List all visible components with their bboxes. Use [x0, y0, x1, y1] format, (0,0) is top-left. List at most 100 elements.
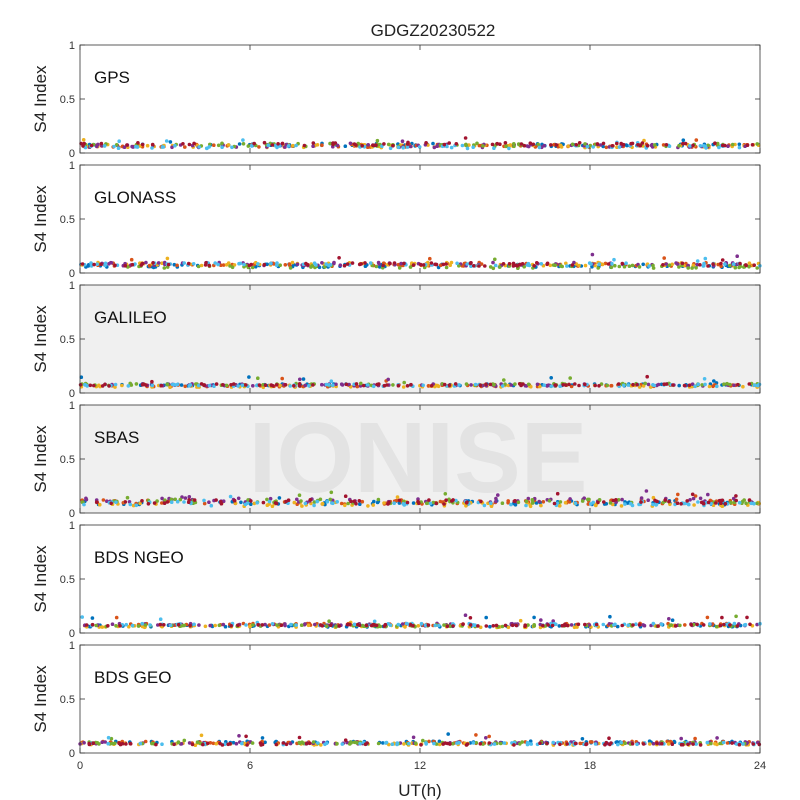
data-point: [568, 497, 572, 501]
data-point: [602, 500, 606, 504]
data-point: [182, 261, 186, 265]
data-point: [734, 498, 738, 503]
data-point: [271, 384, 275, 388]
data-point: [756, 383, 760, 388]
data-point: [747, 382, 752, 386]
data-point: [677, 383, 681, 388]
data-point: [502, 378, 506, 382]
data-point: [586, 497, 590, 502]
data-point: [91, 741, 96, 745]
data-point: [532, 623, 536, 627]
data-point: [365, 383, 370, 387]
data-point: [501, 262, 506, 266]
data-point: [518, 618, 523, 623]
data-point: [100, 740, 104, 744]
data-point: [612, 623, 616, 627]
data-point: [84, 497, 89, 502]
data-point: [567, 500, 572, 504]
data-point: [525, 144, 529, 148]
data-point: [712, 379, 716, 383]
data-point: [278, 263, 283, 268]
data-point: [583, 622, 587, 627]
data-point: [565, 264, 569, 268]
data-point: [388, 623, 393, 627]
data-point: [263, 740, 267, 745]
data-point: [594, 622, 599, 627]
data-point: [438, 263, 443, 268]
data-point: [629, 141, 633, 146]
data-point: [401, 385, 406, 389]
data-point: [416, 499, 420, 504]
data-point: [651, 741, 656, 746]
data-point: [648, 385, 653, 389]
data-point: [653, 498, 657, 503]
panel-background: [80, 285, 760, 393]
data-point: [154, 742, 158, 747]
data-point: [94, 623, 98, 628]
data-point: [382, 142, 386, 146]
data-point: [304, 261, 308, 266]
data-point: [275, 261, 279, 265]
data-point: [158, 617, 163, 621]
data-point: [270, 143, 275, 147]
data-point: [257, 383, 262, 387]
data-point: [388, 146, 393, 151]
data-point: [583, 382, 587, 387]
data-point: [498, 265, 502, 269]
data-point: [523, 624, 527, 628]
data-point: [626, 623, 631, 627]
data-point: [447, 497, 451, 502]
data-point: [288, 266, 293, 270]
data-point: [320, 261, 324, 265]
data-point: [84, 623, 89, 627]
data-point: [405, 384, 410, 388]
data-point: [410, 141, 414, 146]
data-point: [469, 264, 473, 269]
data-point: [136, 624, 141, 628]
data-point: [616, 742, 620, 747]
data-point: [249, 502, 253, 507]
data-point: [686, 263, 690, 268]
data-point: [569, 623, 574, 627]
data-point: [745, 615, 749, 620]
data-point: [651, 495, 656, 500]
data-point: [267, 499, 272, 504]
data-point: [360, 143, 365, 148]
data-point: [178, 497, 183, 502]
data-point: [214, 382, 219, 386]
data-point: [160, 496, 164, 501]
y-tick-label: 0.5: [60, 694, 75, 706]
data-point: [468, 261, 473, 266]
data-point: [159, 383, 163, 388]
data-point: [564, 261, 568, 266]
data-point: [150, 383, 155, 388]
data-point: [548, 263, 553, 268]
data-point: [221, 499, 226, 504]
data-point: [691, 143, 695, 148]
data-point: [595, 142, 600, 146]
data-point: [274, 383, 279, 387]
data-point: [702, 377, 707, 381]
data-point: [482, 503, 487, 508]
data-point: [487, 734, 492, 739]
data-point: [169, 497, 174, 502]
data-point: [740, 499, 745, 504]
data-point: [700, 383, 704, 387]
data-point: [183, 384, 187, 389]
y-tick-label: 1: [69, 640, 75, 652]
data-point: [479, 262, 484, 266]
data-point: [547, 499, 552, 503]
data-point: [532, 615, 536, 620]
data-point: [221, 383, 225, 387]
data-point: [651, 621, 656, 626]
data-point: [182, 738, 187, 743]
data-point: [720, 258, 725, 262]
data-point: [447, 141, 452, 145]
data-point: [255, 376, 260, 381]
data-point: [88, 383, 93, 388]
data-point: [572, 260, 576, 265]
data-point: [392, 261, 397, 265]
data-point: [719, 264, 723, 269]
data-point: [484, 615, 489, 620]
data-point: [500, 384, 505, 388]
